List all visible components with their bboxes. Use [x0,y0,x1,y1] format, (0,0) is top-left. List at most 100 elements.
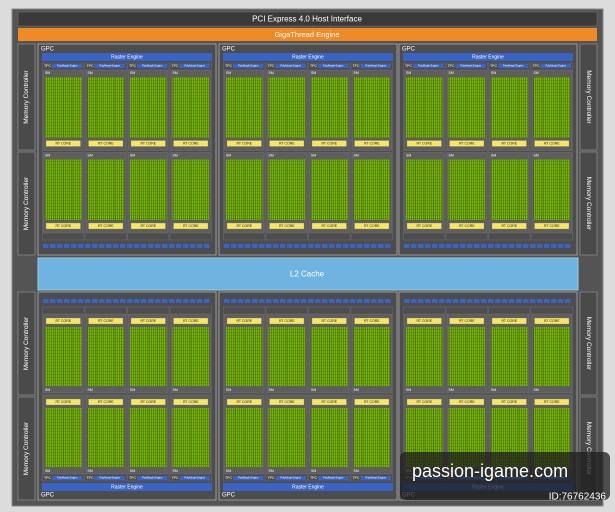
rop-block [252,244,258,248]
rt-core-label: RT CORE [459,224,475,228]
rop-block [343,244,349,248]
rop-block [92,244,98,248]
tpc [530,62,573,241]
cuda-cores [130,159,139,220]
cuda-cores [371,408,381,467]
rop-block [190,299,196,303]
rt-core [269,317,305,325]
rop-block [301,244,307,248]
tpc [308,62,351,241]
sm-label: SM [45,71,50,75]
cuda-cores [433,77,443,138]
cuda-cores [253,77,263,138]
rt-core [45,140,81,147]
rop-block [43,244,49,248]
cuda-cores [296,77,305,138]
rt-core [449,398,485,406]
cuda-cores [139,159,149,220]
rop-block [460,299,466,303]
cuda-cores [415,77,425,138]
raster-engine [403,53,573,61]
cuda-cores [190,159,200,220]
rop-block [71,299,77,303]
memory-controller-label: Memory Controller [585,317,592,371]
cuda-cores [424,77,434,138]
cuda-cores [172,77,182,138]
rop-block [460,244,466,248]
cuda-cores [253,408,263,467]
sm-label: SM [534,388,539,392]
rop-block [78,299,84,303]
rop-block [425,244,431,248]
rt-core-label: RT CORE [55,224,71,228]
rop-block [176,299,182,303]
rop-block [113,299,119,303]
cuda-cores [226,159,235,220]
l2-cache-label: L2 Cache [290,270,325,279]
rop-block [155,244,161,248]
polymorph-label: PolyMorph Engine [281,477,302,480]
cuda-cores [115,408,124,467]
cuda-cores [277,159,287,220]
cuda-cores [130,327,139,386]
cuda-cores [509,408,519,467]
cuda-cores [72,327,82,386]
pcie-bar [17,11,598,27]
cuda-cores [268,408,278,467]
rop-block [530,244,536,248]
rop-block [537,299,543,303]
rop-block [169,299,175,303]
cuda-cores [338,408,348,467]
rop-block [64,244,70,248]
rop-block [294,299,300,303]
cuda-cores [148,408,158,467]
rt-core [173,140,209,147]
raster-engine-label: Raster Engine [111,484,143,490]
rop-block [224,244,230,248]
rop-block [474,244,480,248]
sm-label: SM [88,71,93,75]
sm-label: SM [354,388,359,392]
cuda-cores [148,77,158,138]
rop-block [287,299,293,303]
memory-controller-label: Memory Controller [23,176,30,230]
tpc [84,306,127,482]
rt-core [449,317,485,325]
cuda-cores [96,408,106,467]
cuda-cores [533,408,543,467]
sm-label: SM [226,469,231,473]
cuda-cores [448,408,458,467]
cuda-cores [105,77,115,138]
polymorph-label: PolyMorph Engine [503,65,524,68]
cuda-cores [457,408,467,467]
sm-label: SM [406,153,411,157]
rop-block [266,299,272,303]
cuda-cores [253,327,263,386]
cuda-cores [457,77,467,138]
rop-block [488,244,494,248]
rop-block [378,299,384,303]
rop-block [231,244,237,248]
rt-core-label: RT CORE [321,319,337,323]
rop-block [411,299,417,303]
cuda-cores [148,327,158,386]
rt-core-label: RT CORE [140,400,156,404]
cuda-cores [200,408,209,467]
rop-block [238,244,244,248]
gigathread-label: GigaThread Engine [274,30,339,39]
polymorph-engine [179,64,210,68]
cuda-cores [415,327,425,386]
rop-block [509,244,515,248]
sm-label: SM [534,71,539,75]
memory-controller-label: Memory Controller [585,177,592,231]
tpc-label: TPC [225,476,232,480]
cuda-cores [200,77,209,138]
sm-label: SM [406,388,411,392]
cuda-cores [105,159,115,220]
cuda-cores [244,77,254,138]
cuda-cores [54,408,64,467]
cuda-cores [509,77,519,138]
rop-block [439,244,445,248]
rop-block [183,244,189,248]
cuda-cores [87,327,97,386]
